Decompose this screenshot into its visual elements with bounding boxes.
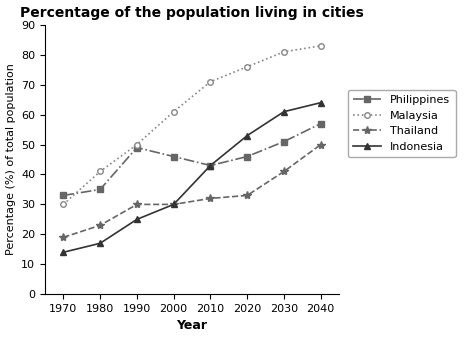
- Y-axis label: Percentage (%) of total population: Percentage (%) of total population: [6, 64, 16, 256]
- X-axis label: Year: Year: [177, 319, 208, 333]
- Legend: Philippines, Malaysia, Thailand, Indonesia: Philippines, Malaysia, Thailand, Indones…: [348, 90, 455, 158]
- Title: Percentage of the population living in cities: Percentage of the population living in c…: [20, 5, 364, 20]
